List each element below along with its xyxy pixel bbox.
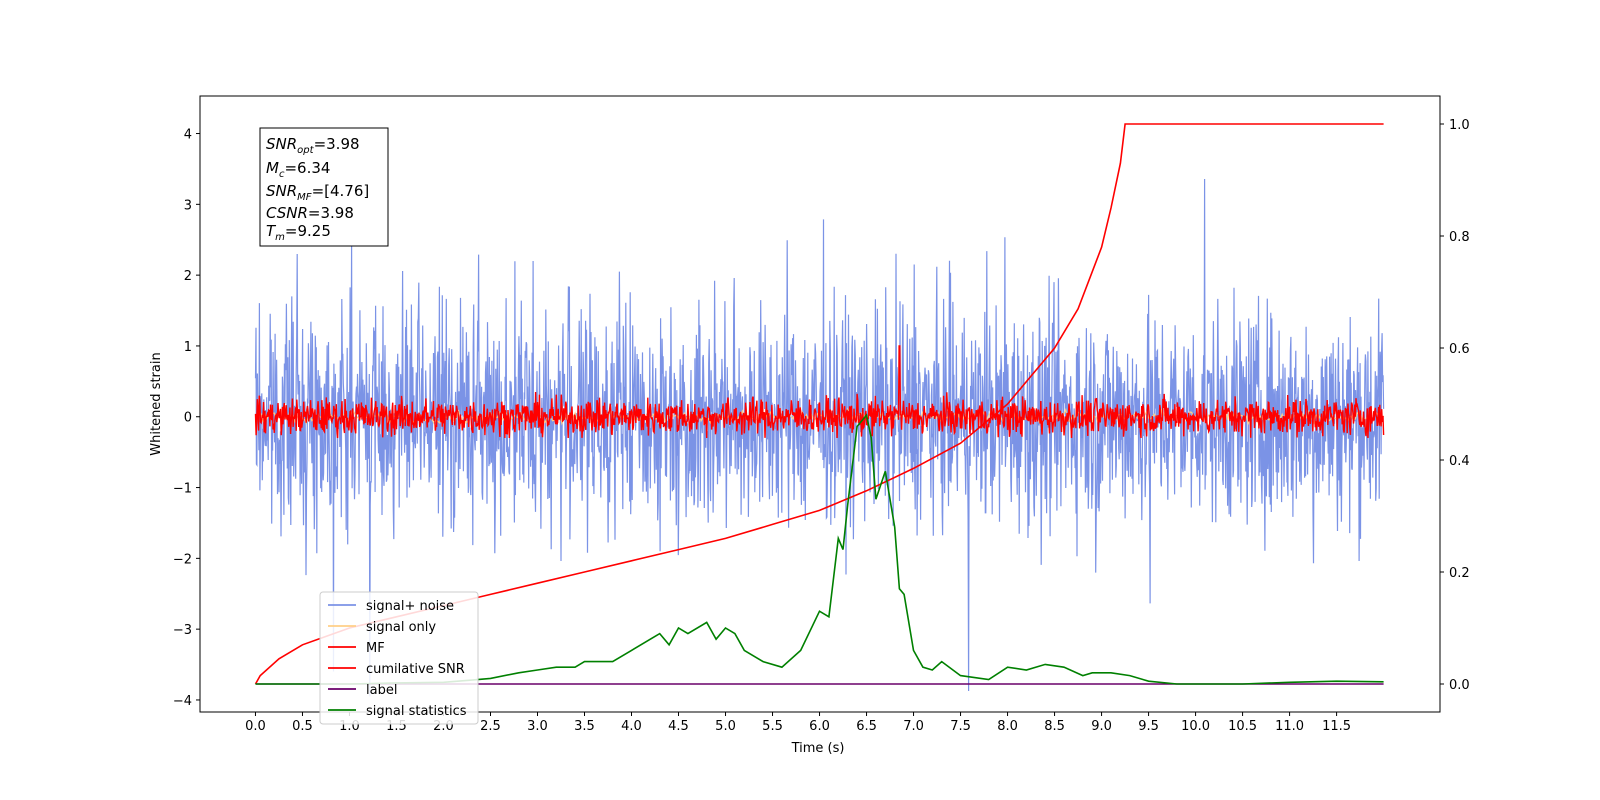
legend-label: MF xyxy=(366,641,385,656)
info-snr-opt: SNRopt=3.98 xyxy=(266,135,360,156)
y-right-tick-label: 0.4 xyxy=(1449,454,1470,469)
y-tick-label: 4 xyxy=(184,128,192,143)
y-tick-label: −4 xyxy=(173,694,192,709)
x-tick-label: 6.0 xyxy=(809,719,830,734)
series-signal-noise xyxy=(254,178,1385,697)
info-csnr: CSNR=3.98 xyxy=(266,204,354,222)
legend-label: signal+ noise xyxy=(366,599,454,614)
x-axis-label: Time (s) xyxy=(791,741,845,756)
x-tick-label: 8.5 xyxy=(1044,719,1065,734)
series-mf xyxy=(254,345,1385,439)
y-right-tick-label: 0.0 xyxy=(1449,678,1470,693)
y-right-tick-label: 0.8 xyxy=(1449,230,1470,245)
x-tick-label: 3.5 xyxy=(574,719,595,734)
legend-frame xyxy=(319,591,479,725)
y-tick-label: −1 xyxy=(173,482,192,497)
info-tm: Tm=9.25 xyxy=(266,222,331,243)
x-tick-label: 7.0 xyxy=(903,719,924,734)
x-tick-label: 8.0 xyxy=(997,719,1018,734)
x-tick-label: 6.5 xyxy=(856,719,877,734)
y-tick-label: 1 xyxy=(184,340,192,355)
x-tick-label: 4.5 xyxy=(668,719,689,734)
x-tick-label: 11.0 xyxy=(1275,719,1304,734)
y-right-tick-label: 0.6 xyxy=(1449,342,1470,357)
x-tick-label: 10.0 xyxy=(1181,719,1210,734)
y-tick-label: 0 xyxy=(184,411,192,426)
legend-label: signal only xyxy=(366,620,436,635)
y-tick-label: −3 xyxy=(173,623,192,638)
x-tick-label: 4.0 xyxy=(621,719,642,734)
x-tick-label: 10.5 xyxy=(1228,719,1257,734)
legend-label: cumilative SNR xyxy=(366,662,465,677)
y-tick-label: 3 xyxy=(184,198,192,213)
x-tick-label: 5.5 xyxy=(762,719,783,734)
y-right-tick-label: 1.0 xyxy=(1449,118,1470,133)
info-snr-mf: SNRMF=[4.76] xyxy=(266,182,369,203)
x-tick-label: 5.0 xyxy=(715,719,736,734)
series-signal-statistics xyxy=(255,413,1384,685)
tick-layer: 0.0 0.5 1.0 1.5 2.0 2.5 3.0 3.5 4.0 4.5 5.0 5.5 6.0 6… xyxy=(173,118,1470,734)
legend-label: label xyxy=(366,683,397,698)
x-tick-label: 9.5 xyxy=(1138,719,1159,734)
y-axis-label: Whitened strain xyxy=(149,352,164,455)
info-box: SNRopt=3.98 Mc=6.34 SNRMF=[4.76] CSNR=3.… xyxy=(259,127,389,247)
x-tick-label: 0.0 xyxy=(245,719,266,734)
y-right-tick-label: 0.2 xyxy=(1449,566,1470,581)
x-tick-label: 3.0 xyxy=(527,719,548,734)
x-tick-label: 9.0 xyxy=(1091,719,1112,734)
x-tick-label: 0.5 xyxy=(292,719,313,734)
info-mc: Mc=6.34 xyxy=(266,159,330,180)
x-tick-label: 7.5 xyxy=(950,719,971,734)
legend-label: signal statistics xyxy=(366,704,467,719)
y-tick-label: 2 xyxy=(184,269,192,284)
y-tick-label: −2 xyxy=(173,552,192,567)
x-tick-label: 2.5 xyxy=(480,719,501,734)
info-box-frame xyxy=(259,127,389,247)
legend: signal+ noise signal only MF cumilative SNR… xyxy=(319,591,479,725)
x-tick-label: 11.5 xyxy=(1322,719,1351,734)
